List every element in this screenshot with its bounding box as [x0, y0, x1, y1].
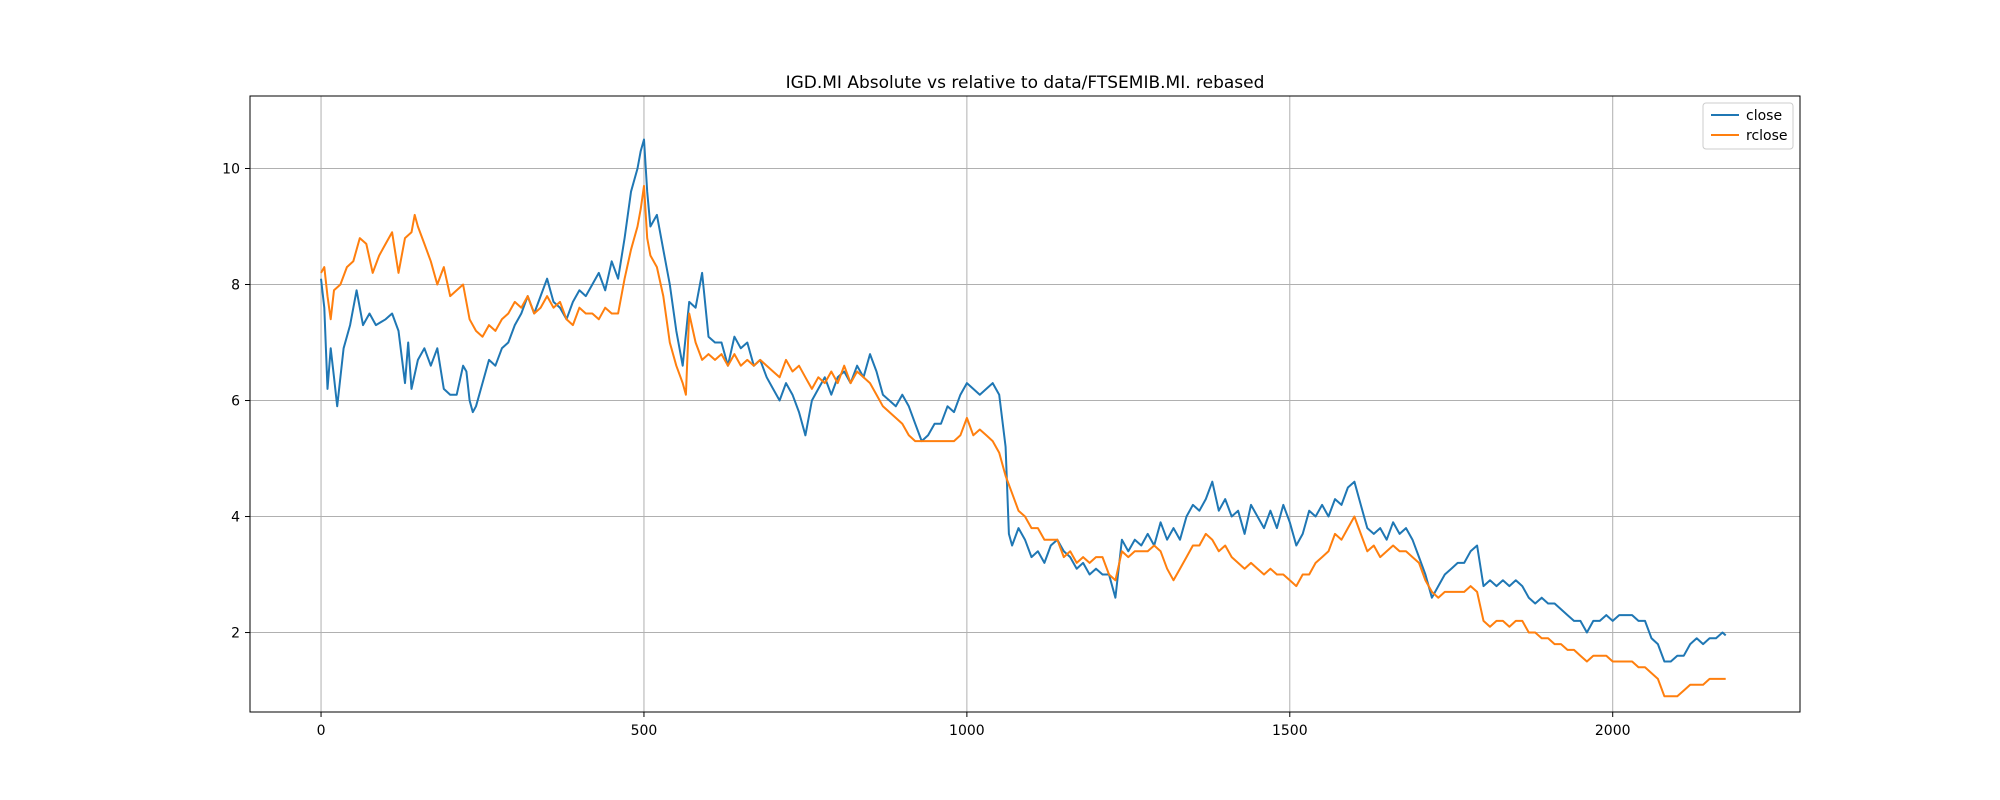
x-tick-label: 1000 — [949, 723, 985, 739]
plot-area-frame — [249, 95, 1801, 713]
y-tick-label: 8 — [231, 278, 240, 294]
legend: close rclose — [1702, 102, 1794, 150]
series-line-rclose — [320, 184, 1726, 698]
x-tick-label: 0 — [317, 723, 326, 739]
legend-label-rclose: rclose — [1746, 128, 1788, 144]
x-tick-label: 500 — [631, 723, 658, 739]
grid — [250, 96, 1800, 712]
x-tick-label: 1500 — [1272, 723, 1308, 739]
legend-label-close: close — [1746, 108, 1782, 124]
axis-ticks: 0 500 1000 1500 2000 2 4 6 8 10 — [222, 162, 1630, 739]
x-tick-label: 2000 — [1595, 723, 1631, 739]
y-tick-label: 6 — [231, 394, 240, 410]
y-tick-label: 10 — [222, 162, 240, 178]
chart-title: IGD.MI Absolute vs relative to data/FTSE… — [786, 73, 1265, 93]
series-layer — [320, 138, 1727, 698]
y-tick-label: 2 — [231, 626, 240, 642]
y-tick-label: 4 — [231, 510, 240, 526]
